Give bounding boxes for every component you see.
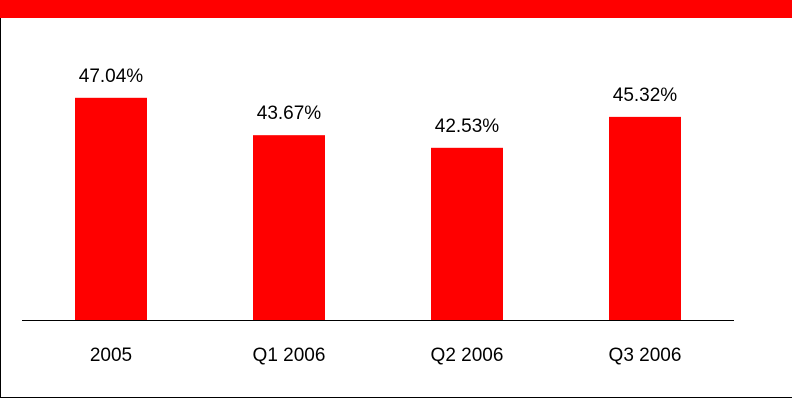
x-tick-label: 2005 — [90, 345, 132, 366]
value-label: 43.67% — [257, 103, 322, 124]
x-tick-label: Q3 2006 — [609, 345, 682, 366]
bar — [609, 116, 681, 320]
value-label: 45.32% — [613, 85, 678, 106]
value-label: 47.04% — [79, 66, 144, 87]
x-tick-label: Q1 2006 — [253, 345, 326, 366]
bar — [253, 135, 325, 320]
x-tick-label: Q2 2006 — [431, 345, 504, 366]
bar — [431, 147, 503, 320]
bar — [75, 97, 147, 321]
value-label: 42.53% — [435, 116, 500, 137]
header-band — [0, 0, 792, 18]
